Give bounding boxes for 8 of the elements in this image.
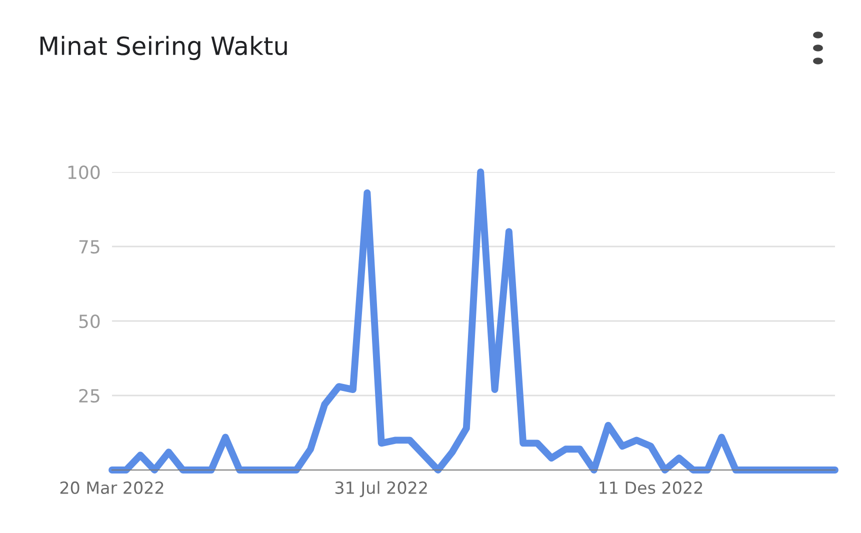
y-tick-label: 25 (79, 388, 100, 403)
x-tick-label: 31 Jul 2022 (335, 481, 427, 498)
y-tick-label: 75 (79, 240, 100, 254)
x-tick-label: 11 Des 2022 (600, 481, 702, 494)
chart-title: Minat Seiring Waktu (40, 36, 287, 60)
y-tick-label: 100 (68, 165, 100, 180)
x-tick-label: 20 Mar 2022 (60, 481, 164, 494)
y-tick-label: 50 (79, 314, 100, 328)
